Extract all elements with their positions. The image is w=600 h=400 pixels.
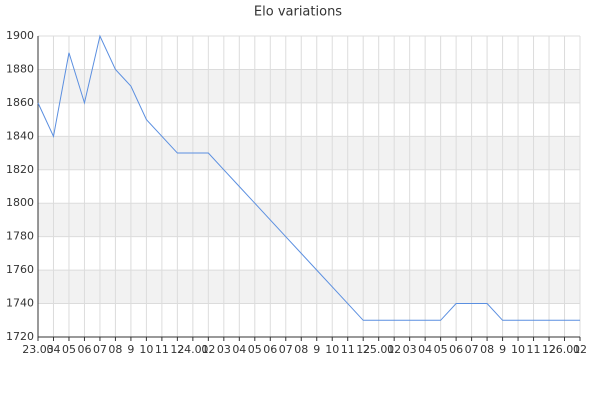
x-tick-label: 03 [217, 343, 231, 356]
y-tick-label: 1900 [6, 29, 34, 42]
y-tick-label: 1760 [6, 263, 34, 276]
x-tick-label: 12 [542, 343, 556, 356]
x-tick-label: 25.01 [363, 343, 395, 356]
x-tick-label: 02 [387, 343, 401, 356]
x-tick-label: 24.01 [177, 343, 209, 356]
x-tick-label: 06 [449, 343, 463, 356]
x-tick-label: 9 [127, 343, 134, 356]
y-tick-label: 1880 [6, 62, 34, 75]
x-tick-label: 11 [155, 343, 169, 356]
x-tick-label: 05 [434, 343, 448, 356]
x-tick-label: 11 [527, 343, 541, 356]
x-tick-label: 07 [465, 343, 479, 356]
x-tick-label: 10 [511, 343, 525, 356]
x-tick-label: 11 [341, 343, 355, 356]
y-tick-label: 1720 [6, 330, 34, 343]
grid-band [38, 69, 580, 103]
x-tick-label: 03 [403, 343, 417, 356]
x-tick-label: 10 [139, 343, 153, 356]
x-tick-label: 04 [418, 343, 432, 356]
x-tick-label: 05 [62, 343, 76, 356]
x-tick-label: 9 [499, 343, 506, 356]
y-tick-label: 1780 [6, 230, 34, 243]
x-tick-label: 02 [201, 343, 215, 356]
x-tick-label: 08 [108, 343, 122, 356]
x-tick-label: 12 [170, 343, 184, 356]
chart-title: Elo variations [254, 5, 342, 20]
x-tick-label: 07 [279, 343, 293, 356]
x-tick-label: 08 [294, 343, 308, 356]
y-tick-label: 1860 [6, 96, 34, 109]
x-tick-label: 04 [46, 343, 60, 356]
grid-band [38, 203, 580, 237]
y-tick-label: 1740 [6, 297, 34, 310]
x-tick-label: 06 [263, 343, 277, 356]
x-tick-label: 06 [77, 343, 91, 356]
x-tick-label: 07 [93, 343, 107, 356]
x-tick-label: 12 [356, 343, 370, 356]
x-tick-label: 26.01 [549, 343, 581, 356]
x-tick-label: 05 [248, 343, 262, 356]
x-tick-label: 04 [232, 343, 246, 356]
x-tick-label: 02 [573, 343, 587, 356]
grid-band [38, 136, 580, 170]
y-tick-label: 1840 [6, 129, 34, 142]
x-tick-label: 9 [313, 343, 320, 356]
y-tick-label: 1820 [6, 163, 34, 176]
x-tick-label: 08 [480, 343, 494, 356]
x-tick-label: 23.03 [22, 343, 54, 356]
line [37, 34, 580, 321]
x-tick-label: 10 [325, 343, 339, 356]
y-tick-label: 1800 [6, 196, 34, 209]
grid-band [38, 270, 580, 304]
